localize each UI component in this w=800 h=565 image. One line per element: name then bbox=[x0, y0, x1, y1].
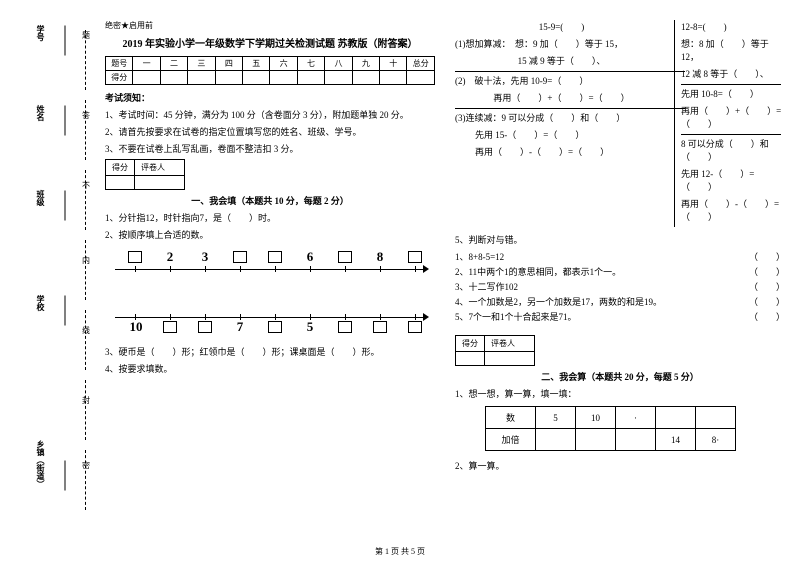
calc-line: (2) 破十法，先用 10-9=（ ） bbox=[455, 74, 668, 87]
cell: 14 bbox=[656, 429, 696, 451]
cell: 得分 bbox=[456, 336, 485, 352]
calc-line: 先用 12-（ ）=（ ） bbox=[681, 167, 785, 193]
margin-char: 不 bbox=[82, 180, 90, 191]
notice: 1、考试时间：45 分钟，满分为 100 分（含卷面分 3 分），附加题单独 2… bbox=[105, 108, 435, 121]
calc-line: 再用（ ）-（ ）=（ ） bbox=[455, 145, 668, 158]
cell: 七 bbox=[297, 57, 324, 71]
margin-char: 线 bbox=[82, 325, 90, 336]
cell: · bbox=[616, 407, 656, 429]
judge-item: 1、8+8-5=12（ ） bbox=[455, 250, 785, 263]
number-line-2: 10 7 5 bbox=[105, 297, 435, 337]
margin-label: 学号 bbox=[35, 25, 46, 41]
cell: 五 bbox=[243, 57, 270, 71]
cell: 评卷人 bbox=[135, 160, 185, 176]
grade-table: 得分 评卷人 bbox=[105, 159, 185, 190]
judge-item: 5、7个一和1个十合起来是71。（ ） bbox=[455, 310, 785, 323]
secret-label: 绝密★启用前 bbox=[105, 20, 435, 31]
notice: 2、请首先按要求在试卷的指定位置填写您的姓名、班级、学号。 bbox=[105, 125, 435, 138]
calc-line: 再用（ ）-（ ）=（ ） bbox=[681, 197, 785, 223]
calc-line: (1)想加算减： 想：9 加（ ）等于 15， bbox=[455, 37, 668, 50]
calc-line: 先用 10-8=（ ） bbox=[681, 87, 785, 100]
cell: 得分 bbox=[106, 71, 133, 85]
cell bbox=[576, 429, 616, 451]
cell bbox=[656, 407, 696, 429]
calc-line: 12-8=( ) bbox=[681, 20, 785, 33]
calc-line: 再用（ ）+（ ）=（ ） bbox=[681, 104, 785, 130]
exam-title: 2019 年实验小学一年级数学下学期过关检测试题 苏教版（附答案） bbox=[105, 35, 435, 50]
calc-line: 15-9=( ) bbox=[455, 20, 668, 33]
calc-line: (3)连续减：9 可以分成（ ）和（ ） bbox=[455, 111, 668, 124]
judge-item: 2、11中两个1的意思相同，都表示1个一。（ ） bbox=[455, 265, 785, 278]
margin-label: 学校 bbox=[35, 295, 46, 311]
cell: 四 bbox=[215, 57, 242, 71]
question: 1、分针指12，时针指向7，是（ ）时。 bbox=[105, 211, 435, 224]
double-table: 数 5 10 · 加倍 14 8· bbox=[485, 406, 736, 451]
page-footer: 第 1 页 共 5 页 bbox=[0, 546, 800, 557]
question: 1、想一想，算一算，填一填： bbox=[455, 387, 785, 400]
left-column: 绝密★启用前 2019 年实验小学一年级数学下学期过关检测试题 苏教版（附答案）… bbox=[105, 20, 435, 476]
cell: 10 bbox=[576, 407, 616, 429]
cell: 八 bbox=[325, 57, 352, 71]
calc-line: 想：8 加（ ）等于 12， bbox=[681, 37, 785, 63]
margin-label: 班级 bbox=[35, 190, 46, 206]
calc-line: 8 可以分成（ ）和（ ） bbox=[681, 137, 785, 163]
cell: 加倍 bbox=[486, 429, 536, 451]
cell: 总分 bbox=[407, 57, 435, 71]
cell: 8· bbox=[696, 429, 736, 451]
margin-char: 内 bbox=[82, 255, 90, 266]
cell: 题号 bbox=[106, 57, 133, 71]
margin-label: 姓名 bbox=[35, 105, 46, 121]
margin-char: 答 bbox=[82, 110, 90, 121]
cell: 三 bbox=[188, 57, 215, 71]
cell: 5 bbox=[536, 407, 576, 429]
margin-char: 题 bbox=[82, 30, 90, 41]
calc-line: 12 减 8 等于（ ）、 bbox=[681, 67, 785, 80]
cell: 数 bbox=[486, 407, 536, 429]
right-column: 15-9=( ) (1)想加算减： 想：9 加（ ）等于 15， 15 减 9 … bbox=[455, 20, 785, 476]
question: 5、判断对与错。 bbox=[455, 233, 785, 246]
cell: 一 bbox=[133, 57, 160, 71]
cell: 六 bbox=[270, 57, 297, 71]
section-title: 二、我会算（本题共 20 分，每题 5 分） bbox=[455, 370, 785, 383]
cell bbox=[616, 429, 656, 451]
cell: 十 bbox=[380, 57, 407, 71]
cell: 二 bbox=[160, 57, 187, 71]
question: 2、按顺序填上合适的数。 bbox=[105, 228, 435, 241]
cell bbox=[696, 407, 736, 429]
question: 4、按要求填数。 bbox=[105, 362, 435, 375]
margin-label: 乡镇（街道） bbox=[35, 440, 46, 488]
judge-item: 4、一个加数是2，另一个加数是17，两数的和是19。（ ） bbox=[455, 295, 785, 308]
notice: 3、不要在试卷上乱写乱画，卷面不整洁扣 3 分。 bbox=[105, 142, 435, 155]
cell: 评卷人 bbox=[485, 336, 535, 352]
section-title: 一、我会填（本题共 10 分，每题 2 分） bbox=[105, 194, 435, 207]
question: 3、硬币是（ ）形；红领巾是（ ）形；课桌面是（ ）形。 bbox=[105, 345, 435, 358]
calc-line: 再用（ ）+（ ）=（ ） bbox=[455, 91, 668, 104]
number-line-1: 2 3 6 8 bbox=[105, 249, 435, 289]
margin-char: 密 bbox=[82, 460, 90, 471]
grade-table: 得分 评卷人 bbox=[455, 335, 535, 366]
cell: 得分 bbox=[106, 160, 135, 176]
score-table: 题号 一 二 三 四 五 六 七 八 九 十 总分 得分 bbox=[105, 56, 435, 85]
question: 2、算一算。 bbox=[455, 459, 785, 472]
calc-line: 15 减 9 等于（ ）、 bbox=[455, 54, 668, 67]
margin-char: 封 bbox=[82, 395, 90, 406]
notice-title: 考试须知： bbox=[105, 91, 435, 104]
judge-item: 3、十二写作102（ ） bbox=[455, 280, 785, 293]
cell: 九 bbox=[352, 57, 379, 71]
cell bbox=[536, 429, 576, 451]
calc-line: 先用 15-（ ）=（ ） bbox=[455, 128, 668, 141]
